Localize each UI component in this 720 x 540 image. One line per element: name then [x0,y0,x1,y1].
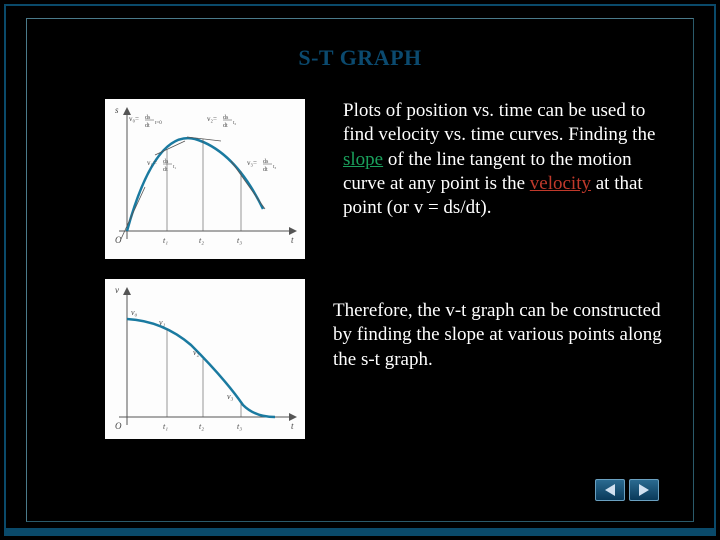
svg-text:t₁: t₁ [173,165,176,170]
svg-text:t₃: t₃ [237,422,242,431]
nav-controls [595,479,659,501]
graph-vt-svg: v t O t₁ t₂ t₃ v₀ v₁ v₂ v₃ [105,279,305,439]
svg-text:dt: dt [223,123,228,129]
bottom-accent-bar [6,528,714,534]
svg-text:v₃=: v₃= [247,159,257,167]
svg-text:t₃: t₃ [273,165,276,170]
svg-text:v₀: v₀ [131,308,138,317]
arrow-left-icon [605,484,615,496]
next-button[interactable] [629,479,659,501]
svg-text:v₁: v₁ [159,318,166,327]
svg-text:t₂: t₂ [199,422,204,431]
svg-text:dt: dt [163,167,168,173]
svg-text:t: t [291,235,294,245]
word-slope: slope [343,149,383,170]
svg-text:v₃: v₃ [227,392,234,401]
svg-text:O: O [115,421,122,431]
svg-text:t₂: t₂ [233,121,236,126]
paragraph-1: Plots of position vs. time can be used t… [343,99,673,221]
graph-vt: v t O t₁ t₂ t₃ v₀ v₁ v₂ v₃ [105,279,305,439]
svg-text:v₁=: v₁= [147,159,157,167]
arrow-right-icon [639,484,649,496]
outer-frame: S-T GRAPH s t [4,4,716,536]
slide-title: S-T GRAPH [27,45,693,71]
svg-text:O: O [115,235,122,245]
svg-text:t₁: t₁ [163,422,168,431]
svg-text:dt: dt [263,167,268,173]
svg-text:t₁: t₁ [163,236,168,245]
svg-text:s: s [115,105,119,115]
svg-text:v₀=: v₀= [129,115,139,123]
svg-text:v₂: v₂ [193,348,200,357]
para1-a: Plots of position vs. time can be used t… [343,100,655,145]
svg-text:dt: dt [145,123,150,129]
svg-text:t=0: t=0 [155,121,162,126]
graph-st-svg: s t O t₁ t₂ t₃ v₀= ds dt t=0 v₂= ds dt t… [105,99,305,259]
graph-st: s t O t₁ t₂ t₃ v₀= ds dt t=0 v₂= ds dt t… [105,99,305,259]
paragraph-2: Therefore, the v-t graph can be construc… [333,299,673,372]
svg-text:t₂: t₂ [199,236,204,245]
prev-button[interactable] [595,479,625,501]
svg-text:t: t [291,421,294,431]
svg-text:v: v [115,285,119,295]
svg-text:t₃: t₃ [237,236,242,245]
word-velocity: velocity [530,173,591,194]
inner-frame: S-T GRAPH s t [26,18,694,522]
svg-text:v₂=: v₂= [207,115,217,123]
